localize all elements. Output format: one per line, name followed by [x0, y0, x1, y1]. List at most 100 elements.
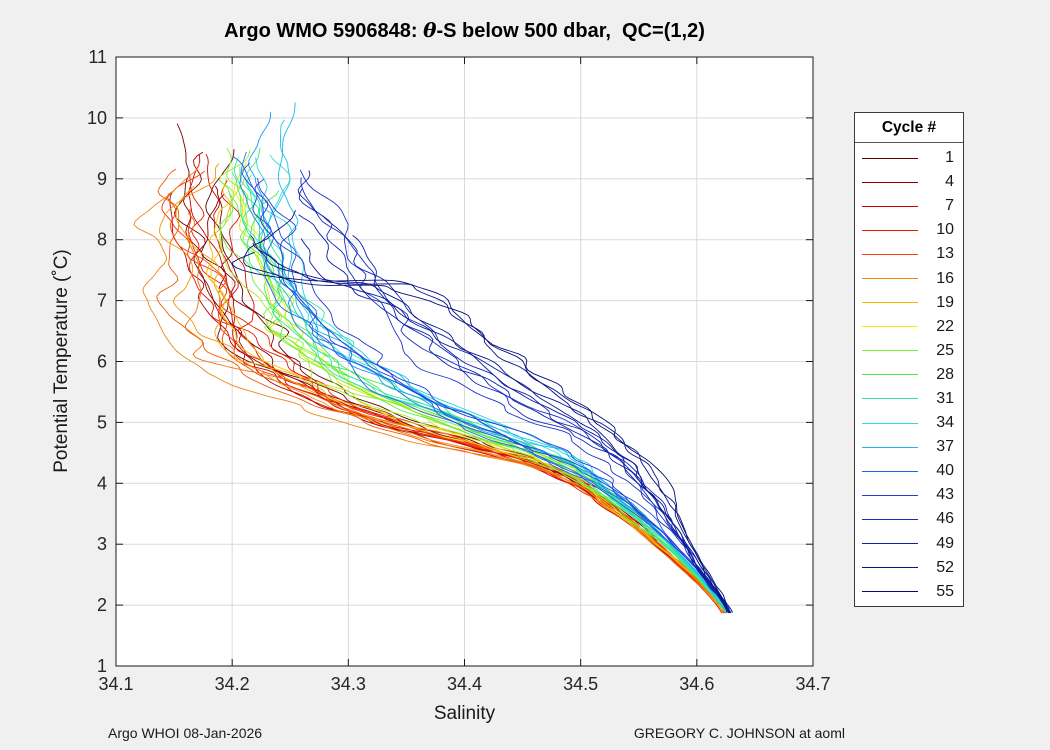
profile-curve-cycle-43 [256, 178, 731, 613]
legend-row-cycle-55: 55 [855, 580, 963, 604]
profile-curve-cycle-37 [277, 102, 728, 613]
y-tick-label: 9 [97, 169, 107, 189]
x-tick-label: 34.2 [215, 674, 250, 694]
legend-label: 46 [936, 510, 954, 528]
legend-label: 19 [936, 293, 954, 311]
legend-label: 13 [936, 245, 954, 263]
plot-title: Argo WMO 5906848: θ-S below 500 dbar, QC… [116, 18, 813, 43]
legend-row-cycle-10: 10 [855, 218, 963, 242]
legend-color-line [862, 494, 918, 496]
legend-color-line [862, 591, 918, 593]
x-axis-label: Salinity [433, 703, 496, 724]
profile-curve-cycle-16 [133, 162, 727, 614]
legend-label: 34 [936, 414, 954, 432]
footer-source-text: Argo WHOI 08-Jan-2026 [108, 725, 263, 741]
legend-row-cycle-49: 49 [855, 532, 963, 556]
profile-curve-cycle-17 [159, 163, 723, 614]
legend-color-line [862, 398, 918, 400]
y-tick-label: 10 [87, 108, 107, 128]
legend-color-line [862, 326, 918, 328]
footer-author-text: GREGORY C. JOHNSON at aoml [633, 725, 845, 741]
legend-row-cycle-31: 31 [855, 387, 963, 411]
legend-row-cycle-52: 52 [855, 556, 963, 580]
legend-color-line [862, 518, 918, 520]
legend: Cycle # 1 4 7 10 13 16 19 22 25 28 31 34 37 40 43 46 49 5… [854, 112, 964, 607]
profile-curve-cycle-31 [233, 157, 727, 613]
legend-label: 55 [936, 582, 954, 600]
y-tick-label: 11 [88, 47, 107, 67]
y-tick-label: 4 [97, 473, 107, 493]
plot-title-pre: Argo WMO 5906848: [224, 20, 424, 42]
legend-label: 52 [936, 558, 954, 576]
legend-row-cycle-25: 25 [855, 339, 963, 363]
legend-color-line [862, 374, 918, 376]
legend-row-cycle-22: 22 [855, 315, 963, 339]
legend-label: 16 [936, 269, 954, 287]
legend-label: 40 [936, 462, 954, 480]
legend-color-line [862, 278, 918, 280]
legend-label: 25 [936, 341, 954, 359]
y-axis-label: Potential Temperature (˚C) [51, 249, 72, 473]
y-tick-label: 7 [97, 291, 107, 311]
legend-rows: 1 4 7 10 13 16 19 22 25 28 31 34 37 40 43 46 49 52 55 [855, 143, 963, 604]
legend-color-line [862, 229, 918, 231]
legend-color-line [862, 543, 918, 545]
profile-curve-cycle-54 [243, 210, 730, 613]
legend-row-cycle-16: 16 [855, 266, 963, 290]
legend-row-cycle-13: 13 [855, 242, 963, 266]
legend-label: 1 [945, 149, 954, 167]
x-tick-label: 34.3 [331, 674, 366, 694]
legend-row-cycle-34: 34 [855, 411, 963, 435]
legend-color-line [862, 470, 918, 472]
legend-label: 49 [936, 534, 954, 552]
x-tick-label: 34.7 [795, 674, 830, 694]
profile-curve-cycle-33 [239, 166, 732, 613]
legend-color-line [862, 181, 918, 183]
profile-curve-cycle-55 [232, 251, 734, 613]
legend-row-cycle-28: 28 [855, 363, 963, 387]
legend-row-cycle-1: 1 [855, 146, 963, 170]
legend-color-line [862, 302, 918, 304]
legend-row-cycle-4: 4 [855, 170, 963, 194]
legend-row-cycle-46: 46 [855, 507, 963, 531]
legend-color-line [862, 422, 918, 424]
legend-row-cycle-19: 19 [855, 291, 963, 315]
profile-curve-cycle-35 [255, 157, 732, 613]
y-tick-label: 3 [97, 534, 107, 554]
plot-title-post: -S below 500 dbar, QC=(1,2) [436, 20, 705, 42]
legend-label: 37 [936, 438, 954, 456]
legend-row-cycle-40: 40 [855, 459, 963, 483]
legend-label: 10 [936, 221, 954, 239]
profile-curve-cycle-20 [210, 178, 730, 614]
legend-row-cycle-37: 37 [855, 435, 963, 459]
legend-color-line [862, 446, 918, 448]
theta-symbol: θ [423, 18, 437, 42]
profile-curve-cycle-51 [300, 238, 730, 614]
legend-color-line [862, 157, 918, 159]
legend-title: Cycle # [855, 113, 963, 143]
y-tick-label: 5 [97, 412, 107, 432]
legend-row-cycle-43: 43 [855, 483, 963, 507]
legend-row-cycle-7: 7 [855, 194, 963, 218]
legend-label: 28 [936, 365, 954, 383]
legend-label: 43 [936, 486, 954, 504]
legend-color-line [862, 205, 918, 207]
profile-curve-cycle-49 [352, 235, 730, 614]
x-tick-label: 34.4 [447, 674, 482, 694]
legend-label: 31 [936, 389, 954, 407]
legend-label: 22 [936, 317, 954, 335]
profile-curves [133, 102, 734, 614]
legend-color-line [862, 567, 918, 569]
profile-curve-cycle-50 [298, 214, 732, 614]
y-tick-label: 1 [97, 656, 107, 676]
x-tick-label: 34.5 [563, 674, 598, 694]
profile-curve-cycle-48 [298, 188, 731, 614]
y-tick-label: 8 [97, 230, 107, 250]
legend-color-line [862, 350, 918, 352]
y-tick-label: 2 [97, 595, 107, 615]
x-tick-label: 34.6 [679, 674, 714, 694]
legend-color-line [862, 253, 918, 255]
x-tick-label: 34.1 [98, 674, 133, 694]
